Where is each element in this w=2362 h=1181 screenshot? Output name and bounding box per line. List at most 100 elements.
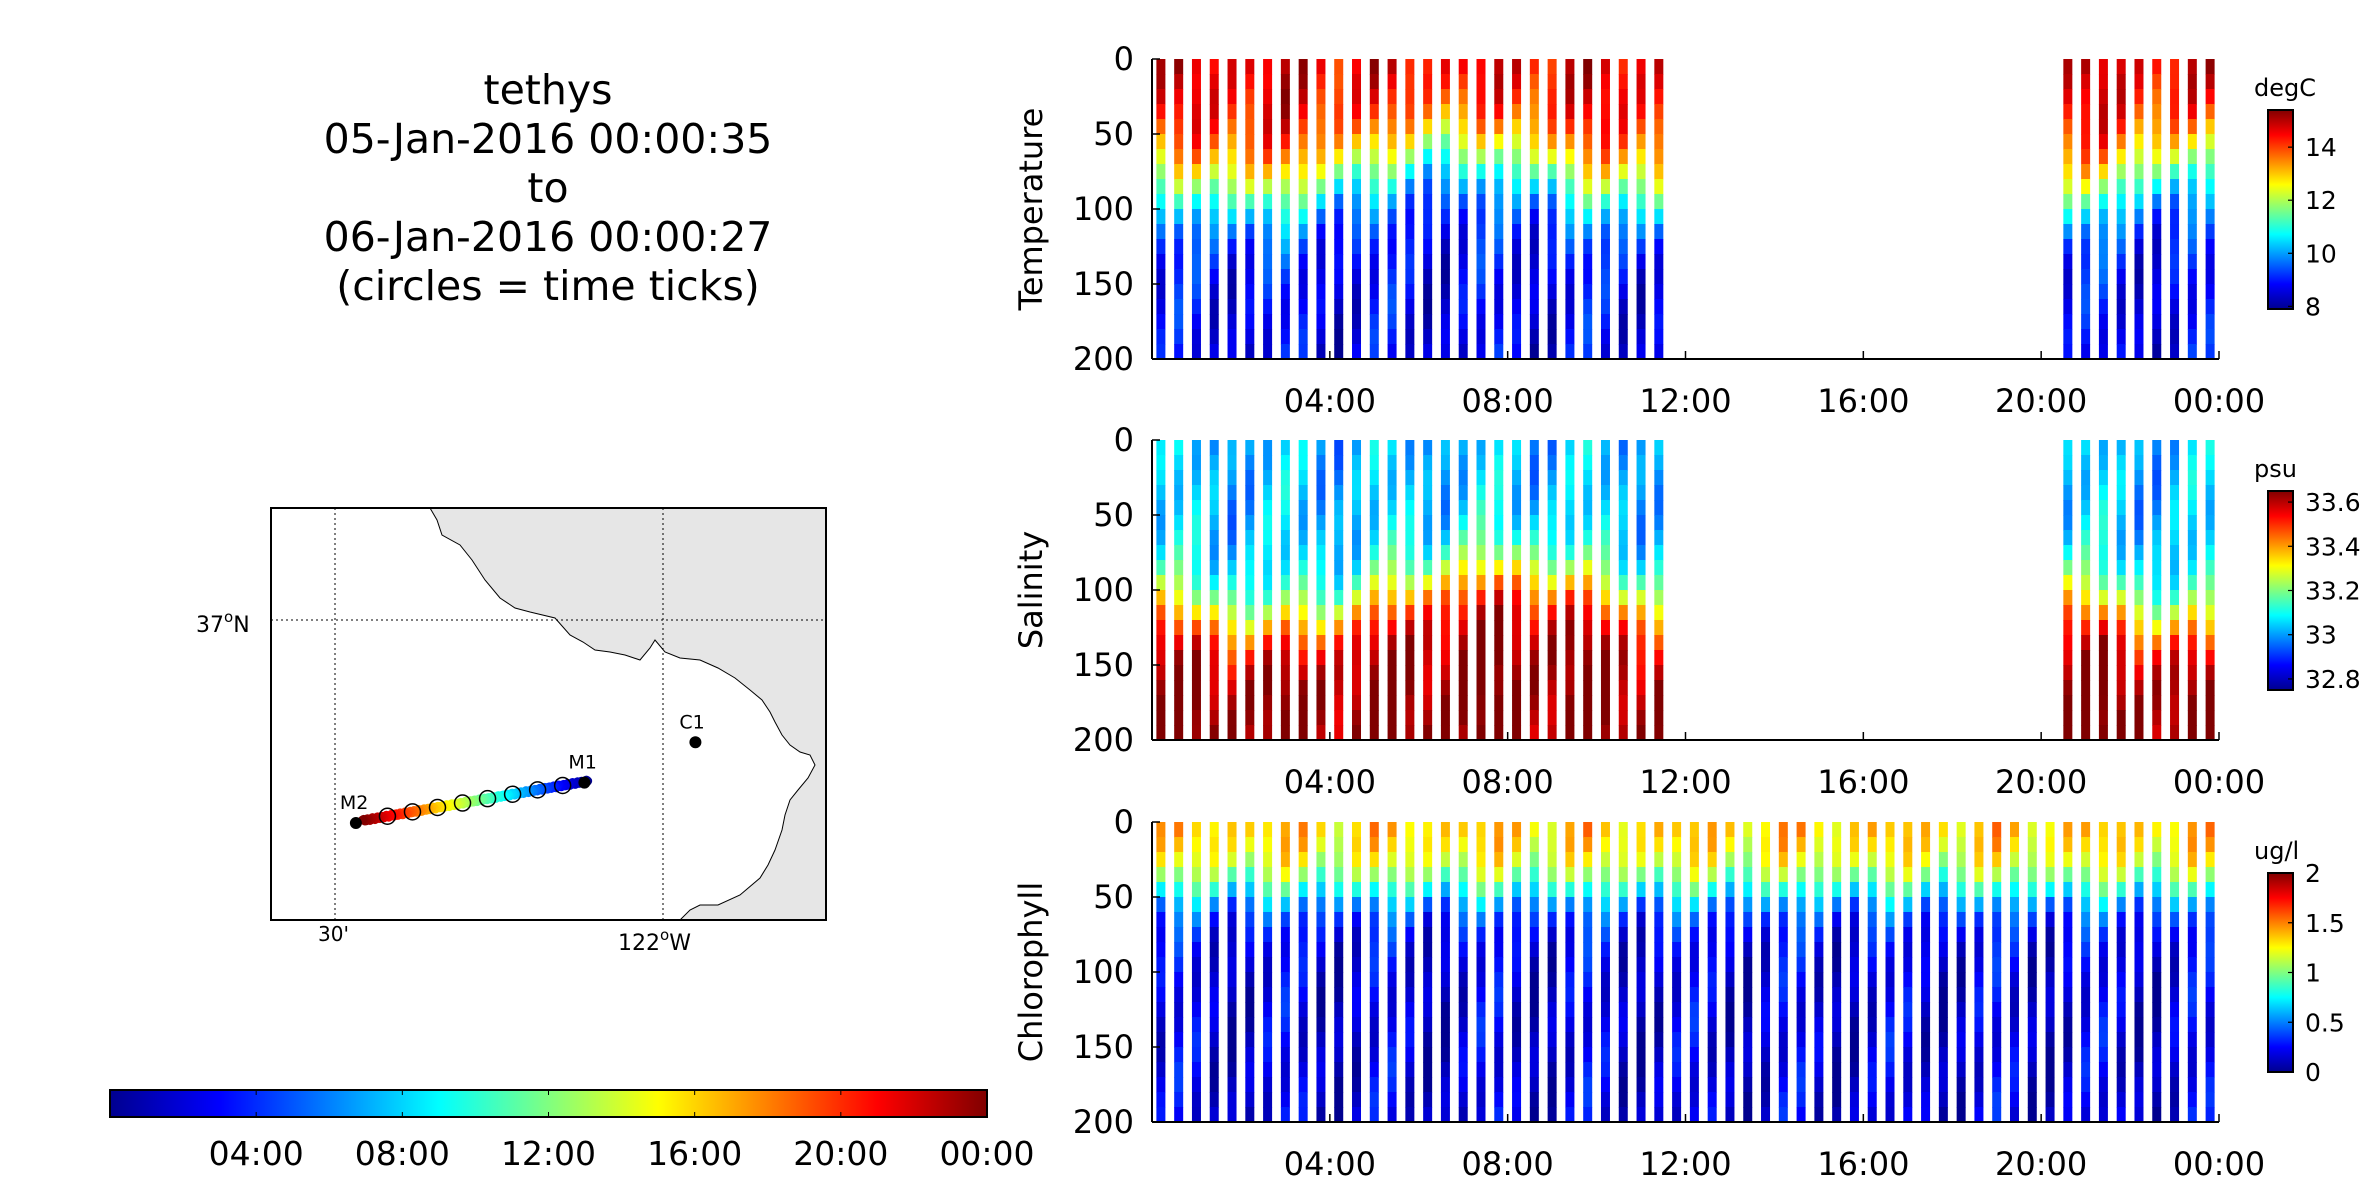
profile-cell — [1156, 957, 1166, 973]
profile-cell — [1387, 164, 1397, 180]
profile-cell — [1440, 284, 1450, 300]
profile-cell — [1209, 650, 1219, 666]
profile-cell — [2187, 59, 2197, 75]
profile-cell — [1263, 620, 1273, 636]
profile-cell — [1938, 867, 1948, 883]
profile-cell — [2063, 665, 2073, 681]
profile-cell — [2009, 972, 2019, 988]
profile-cell — [1494, 605, 1504, 621]
profile-cell — [1245, 209, 1255, 225]
profile-cell — [1298, 209, 1308, 225]
profile-cell — [2152, 635, 2162, 651]
profile-cell — [1974, 897, 1984, 913]
profile-cell — [1512, 1107, 1522, 1123]
profile-cell — [1280, 710, 1290, 726]
profile-cell — [2063, 440, 2073, 456]
profile-cell — [1654, 927, 1664, 943]
profile-cell — [1512, 1062, 1522, 1078]
profile-cell — [1352, 440, 1362, 456]
profile-cell — [2098, 987, 2108, 1003]
profile-cell — [1298, 867, 1308, 883]
profile-cell — [1227, 897, 1237, 913]
profile-cell — [2205, 284, 2215, 300]
profile-cell — [1191, 545, 1201, 561]
profile-cell — [1636, 695, 1646, 711]
profile-cell — [1423, 119, 1433, 135]
profile-cell — [1672, 987, 1682, 1003]
profile-cell — [1867, 942, 1877, 958]
profile-cell — [2081, 239, 2091, 255]
profile-cell — [1849, 1002, 1859, 1018]
profile-cell — [1707, 912, 1717, 928]
profile-cell — [1209, 254, 1219, 270]
profile-cell — [1423, 822, 1433, 838]
profile-cell — [1565, 59, 1575, 75]
profile-cell — [1227, 912, 1237, 928]
profile-cell — [1174, 500, 1184, 516]
profile-cell — [1600, 1077, 1610, 1093]
profile-cell — [1654, 485, 1664, 501]
profile-cell — [1263, 1017, 1273, 1033]
profile-cell — [2134, 179, 2144, 195]
profile-cell — [1618, 867, 1628, 883]
profile-cell — [2098, 1017, 2108, 1033]
profile-cell — [1280, 837, 1290, 853]
profile-cell — [1316, 852, 1326, 868]
profile-cell — [2187, 575, 2197, 591]
profile-cell — [1316, 560, 1326, 576]
profile-cell — [1423, 134, 1433, 150]
profile-cell — [1156, 590, 1166, 606]
profile-cell — [1458, 987, 1468, 1003]
profile-cell — [1618, 837, 1628, 853]
profile-cell — [1725, 1107, 1735, 1123]
profile-cell — [2081, 837, 2091, 853]
profile-cell — [1583, 485, 1593, 501]
profile-cell — [2170, 1062, 2180, 1078]
profile-cell — [1191, 605, 1201, 621]
profile-cell — [1440, 299, 1450, 315]
profile-cell — [1334, 1032, 1344, 1048]
y-axis-label: Temperature — [1012, 108, 1050, 312]
profile-cell — [1512, 882, 1522, 898]
profile-cell — [1938, 987, 1948, 1003]
profile-cell — [1476, 194, 1486, 210]
profile-cell — [1512, 545, 1522, 561]
profile-cell — [1191, 74, 1201, 90]
profile-cell — [1334, 620, 1344, 636]
profile-cell — [2170, 344, 2180, 360]
profile-cell — [1245, 299, 1255, 315]
profile-cell — [1209, 1032, 1219, 1048]
profile-cell — [2187, 822, 2197, 838]
profile-cell — [1387, 710, 1397, 726]
profile-cell — [1209, 314, 1219, 330]
y-tick-label: 50 — [1093, 115, 1134, 153]
profile-cell — [1618, 897, 1628, 913]
profile-cell — [2098, 1047, 2108, 1063]
profile-cell — [2027, 927, 2037, 943]
profile-cell — [1600, 149, 1610, 165]
profile-cell — [1547, 239, 1557, 255]
profile-cell — [2098, 695, 2108, 711]
profile-cell — [1156, 179, 1166, 195]
profile-cell — [1565, 194, 1575, 210]
profile-cell — [2098, 635, 2108, 651]
profile-cell — [1298, 89, 1308, 105]
profile-cell — [1654, 897, 1664, 913]
profile-cell — [1476, 972, 1486, 988]
profile-cell — [1298, 119, 1308, 135]
profile-cell — [1512, 344, 1522, 360]
profile-cell — [1298, 590, 1308, 606]
profile-cell — [2187, 164, 2197, 180]
profile-cell — [1761, 867, 1771, 883]
profile-cell — [2205, 1002, 2215, 1018]
profile-cell — [1618, 530, 1628, 546]
profile-cell — [1689, 1092, 1699, 1108]
profile-cell — [1352, 927, 1362, 943]
profile-cell — [1458, 575, 1468, 591]
profile-cell — [1369, 545, 1379, 561]
profile-cell — [2187, 515, 2197, 531]
profile-cell — [1209, 59, 1219, 75]
profile-cell — [1512, 680, 1522, 696]
profile-cell — [2170, 104, 2180, 120]
